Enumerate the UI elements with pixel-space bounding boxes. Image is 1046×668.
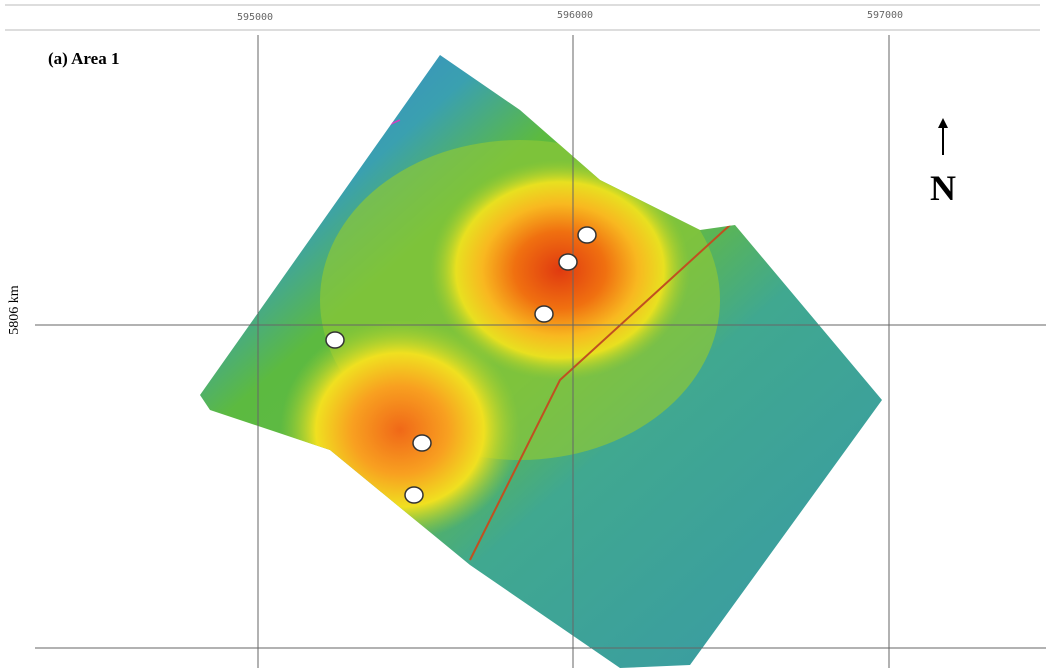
north-arrow-head	[938, 118, 948, 128]
y-coordinate-label: 5806 km	[7, 285, 22, 335]
x-coordinate-label: 595000	[237, 12, 273, 23]
surface	[190, 50, 890, 668]
panel-label: (a) Area 1	[48, 49, 119, 68]
north-label: N	[930, 168, 956, 208]
x-coordinate-label: 596000	[557, 10, 593, 21]
map: 595000 596000 597000 5806 km (a) Area 1 …	[0, 0, 1046, 668]
map-figure: 595000 596000 597000 5806 km (a) Area 1 …	[0, 0, 1046, 668]
x-coordinate-label: 597000	[867, 10, 903, 21]
